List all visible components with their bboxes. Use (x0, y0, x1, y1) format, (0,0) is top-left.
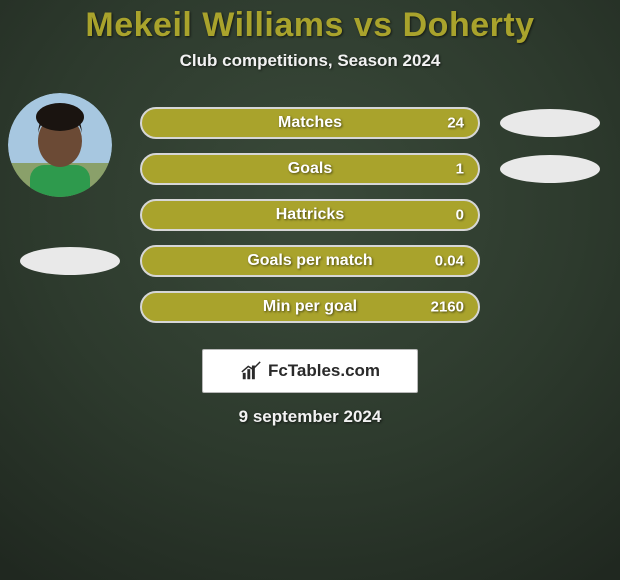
player-marker-right-2 (500, 155, 600, 183)
bar-chart-icon (240, 360, 262, 382)
logo-text: FcTables.com (268, 361, 380, 381)
stat-row: Min per goal 2160 (0, 285, 620, 331)
stat-row: Hattricks 0 (0, 193, 620, 239)
stat-bar: Matches 24 (140, 107, 480, 139)
fctables-logo: FcTables.com (202, 349, 418, 393)
stat-bar: Goals per match 0.04 (140, 245, 480, 277)
date-text: 9 september 2024 (0, 407, 620, 427)
stat-label: Matches (278, 114, 342, 132)
stat-value: 24 (447, 115, 464, 132)
stat-label: Min per goal (263, 298, 357, 316)
stat-bar: Min per goal 2160 (140, 291, 480, 323)
stat-label: Hattricks (276, 206, 344, 224)
stat-value: 0 (456, 207, 464, 224)
stat-label: Goals per match (247, 252, 372, 270)
stat-value: 1 (456, 161, 464, 178)
player-marker-right-1 (500, 109, 600, 137)
stat-bar: Goals 1 (140, 153, 480, 185)
stat-value: 0.04 (435, 253, 464, 270)
player-avatar-left (8, 93, 112, 197)
page-title: Mekeil Williams vs Doherty (0, 6, 620, 45)
stat-value: 2160 (431, 299, 464, 316)
stat-label: Goals (288, 160, 332, 178)
stat-bar: Hattricks 0 (140, 199, 480, 231)
comparison-area: Matches 24 Goals 1 Hattricks 0 Goals per match… (0, 101, 620, 331)
subtitle: Club competitions, Season 2024 (0, 51, 620, 71)
player-marker-left-1 (20, 247, 120, 275)
